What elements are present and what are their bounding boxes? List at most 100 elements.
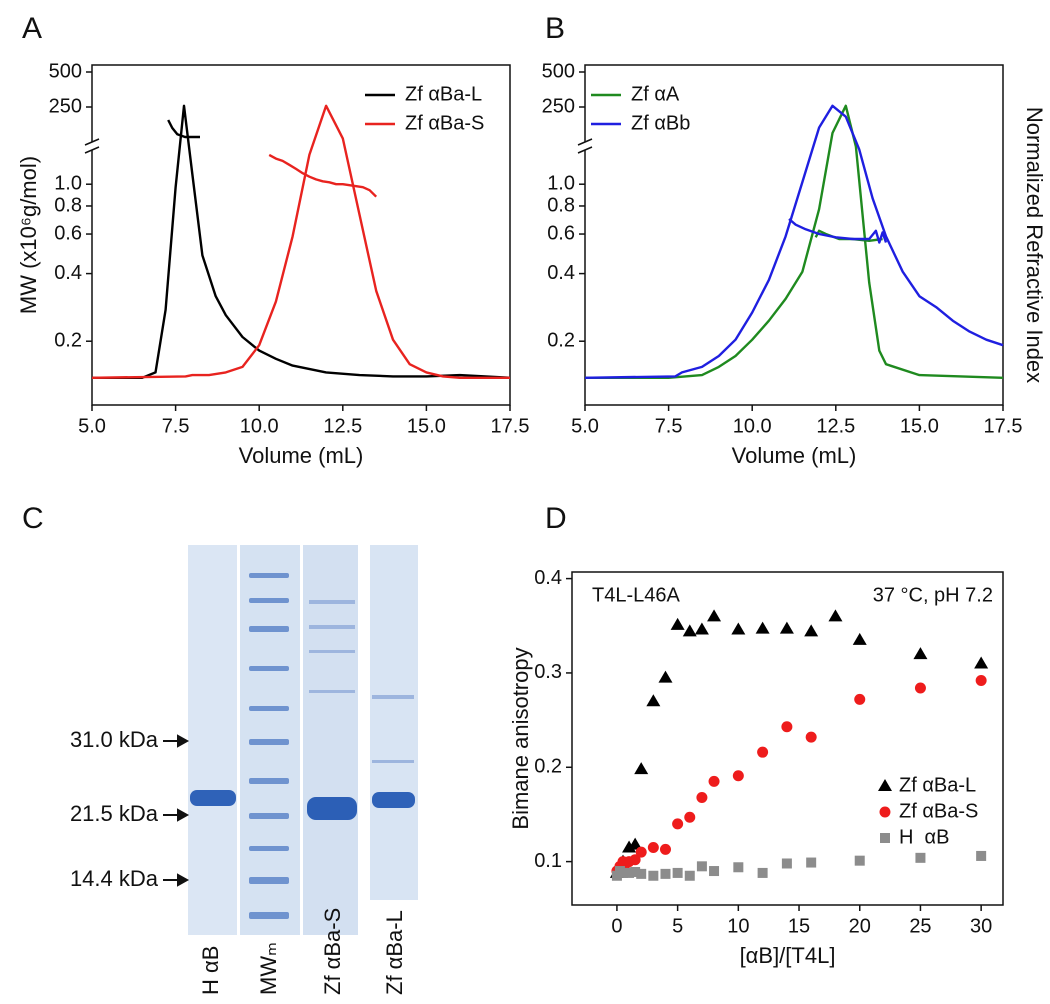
axis-break: [577, 146, 593, 154]
x-tick-label: 30: [970, 915, 992, 937]
y2-axis-label: Normalized Refractive Index: [1022, 107, 1047, 383]
x-tick-label: 5: [672, 915, 683, 937]
data-point: [629, 854, 641, 866]
data-point: [804, 624, 819, 637]
axis-break-gap: [84, 142, 100, 150]
series-line: [91, 104, 510, 379]
axis-break: [84, 146, 100, 154]
x-tick-label: 15.0: [900, 415, 939, 437]
y-axis-label: Bimane anisotropy: [508, 647, 533, 829]
y-tick-label: 0.2: [547, 329, 575, 351]
data-point: [658, 670, 673, 683]
data-point: [636, 868, 647, 879]
y-tick-label: 500: [542, 60, 575, 82]
data-point: [757, 746, 769, 758]
x-tick-label: 5.0: [571, 415, 599, 437]
data-point: [852, 632, 867, 645]
y-tick-label: 0.2: [534, 756, 562, 778]
series-line: [92, 104, 511, 379]
y-tick-label: 1.0: [547, 172, 575, 194]
data-point: [684, 870, 695, 881]
data-point: [648, 870, 659, 881]
x-tick-label: 15.0: [407, 415, 446, 437]
x-axis-label: Volume (mL): [732, 443, 857, 468]
data-point: [647, 841, 659, 853]
data-point: [670, 617, 685, 630]
data-point: [617, 867, 628, 878]
data-point: [635, 846, 647, 858]
y-tick-label: 0.6: [54, 222, 82, 244]
lane-label: MWₘ: [256, 942, 281, 995]
x-tick-label: 10.0: [240, 415, 279, 437]
x-tick-label: 7.5: [655, 415, 683, 437]
legend-label: Zf αBa-L: [899, 774, 976, 796]
y-tick-label: 1.0: [54, 172, 82, 194]
x-tick-label: 17.5: [491, 415, 530, 437]
data-point: [854, 693, 866, 705]
gel-lane: [303, 545, 358, 935]
axis-break-gap: [577, 142, 593, 150]
y-tick-label: 0.3: [534, 661, 562, 683]
x-tick-label: 25: [909, 915, 931, 937]
y-tick-label: 250: [542, 95, 575, 117]
data-point: [781, 721, 793, 733]
legend-label: H αB: [899, 826, 949, 848]
data-point: [682, 624, 697, 637]
data-point: [914, 682, 926, 694]
series-line: [788, 218, 888, 244]
legend-marker: [879, 806, 891, 818]
x-axis-label: [αB]/[T4L]: [740, 943, 836, 968]
data-point: [709, 866, 720, 877]
x-tick-label: 17.5: [984, 415, 1023, 437]
lane-label: Zf αBa-L: [382, 910, 407, 995]
data-point: [696, 861, 707, 872]
legend-label: Zf αBa-S: [405, 112, 484, 134]
data-point: [733, 862, 744, 873]
marker-label: 14.4 kDa: [70, 866, 159, 891]
data-point: [975, 674, 987, 686]
legend-marker: [880, 833, 890, 843]
data-point: [634, 762, 649, 775]
data-point: [694, 622, 709, 635]
annotation: T4L-L46A: [592, 584, 680, 606]
panel-letter: B: [545, 12, 565, 45]
data-point: [624, 867, 635, 878]
data-point: [732, 770, 744, 782]
series-line: [584, 104, 1004, 379]
lane-label: H αB: [198, 946, 223, 995]
x-tick-label: 7.5: [162, 415, 190, 437]
x-tick-label: 12.5: [816, 415, 855, 437]
data-point: [755, 621, 770, 634]
data-point: [781, 858, 792, 869]
panel-letter: D: [545, 502, 567, 535]
gel-band: [307, 797, 357, 820]
y-tick-label: 0.2: [54, 329, 82, 351]
data-point: [828, 609, 843, 622]
gel-band: [190, 790, 236, 806]
data-point: [913, 647, 928, 660]
legend-label: Zf αBa-L: [405, 83, 482, 105]
data-point: [628, 837, 643, 850]
data-point: [672, 867, 683, 878]
plot-frame: [571, 571, 1004, 906]
panel-letter: C: [22, 502, 44, 535]
marker-arrows: [163, 734, 190, 887]
marker-label: 21.5 kDa: [70, 801, 159, 826]
data-point: [672, 818, 684, 830]
y-tick-label: 0.4: [534, 567, 562, 589]
x-tick-label: 0: [611, 915, 622, 937]
y-tick-label: 0.4: [54, 262, 82, 284]
lane-label: Zf αBa-S: [320, 908, 345, 995]
gel-image: [188, 545, 418, 935]
x-tick-label: 10: [727, 915, 749, 937]
data-point: [659, 843, 671, 855]
axis-break: [577, 138, 593, 146]
x-tick-label: 12.5: [323, 415, 362, 437]
axis-break: [84, 138, 100, 146]
data-point: [660, 868, 671, 879]
y-tick-label: 0.4: [547, 262, 575, 284]
data-point: [731, 622, 746, 635]
plot-frame: [584, 64, 1004, 406]
y-tick-label: 0.6: [547, 222, 575, 244]
